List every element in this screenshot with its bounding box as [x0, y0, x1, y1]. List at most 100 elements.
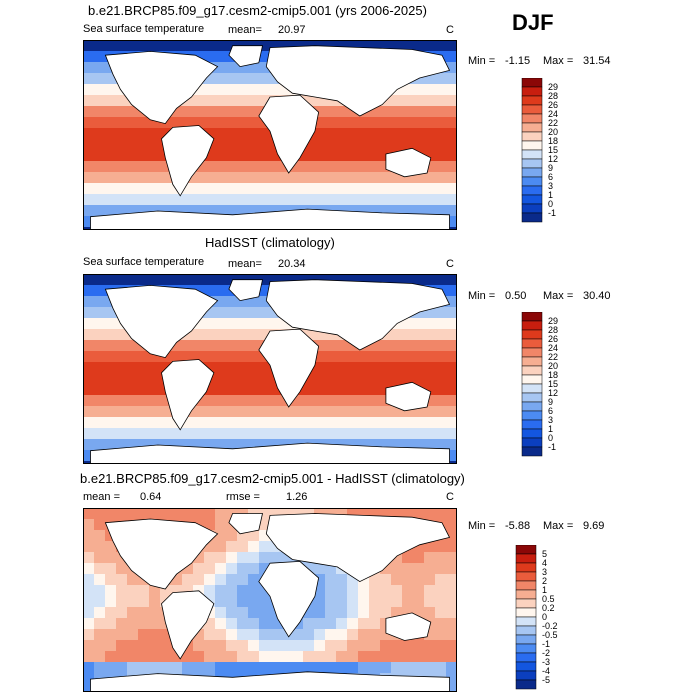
map-cell [336, 395, 348, 407]
map-cell [83, 673, 95, 685]
map-cell [204, 574, 216, 586]
map-cell [369, 340, 381, 352]
map-cell [182, 274, 194, 286]
map-cell [193, 439, 205, 451]
map-cell [182, 651, 194, 663]
map-cell [149, 508, 161, 520]
panel-2-map [83, 274, 457, 464]
map-cell [347, 362, 359, 374]
map-cell [402, 340, 414, 352]
colorbar-box [521, 419, 543, 430]
map-cell [259, 150, 271, 162]
map-cell [182, 439, 194, 451]
map-cell [237, 640, 249, 652]
map-cell [303, 428, 315, 440]
map-cell [226, 417, 238, 429]
map-cell [325, 161, 337, 173]
map-cell [446, 406, 457, 418]
map-cell [226, 139, 238, 151]
colorbar-box [515, 589, 537, 600]
map-cell [127, 274, 139, 286]
map-cell [270, 205, 282, 217]
map-cell [226, 205, 238, 217]
land-greenland [228, 279, 263, 302]
map-cell [94, 362, 106, 374]
map-cell [259, 274, 271, 286]
map-cell [94, 395, 106, 407]
map-cell [259, 596, 271, 608]
map-cell [182, 106, 194, 118]
map-cell [138, 373, 150, 385]
map-cell [259, 172, 271, 184]
map-cell [347, 194, 359, 206]
map-cell [435, 73, 447, 85]
map-cell [94, 384, 106, 396]
map-cell [226, 296, 238, 308]
map-cell [105, 95, 117, 107]
map-cell [182, 183, 194, 195]
map-cell [446, 95, 457, 107]
map-cell [314, 128, 326, 140]
map-cell [325, 596, 337, 608]
colorbar-tick-label: 20 [548, 361, 558, 371]
map-cell [380, 205, 392, 217]
map-cell [127, 194, 139, 206]
map-cell [248, 307, 260, 319]
colorbar-tick-label: 0.2 [542, 603, 555, 613]
map-cell [369, 417, 381, 429]
map-cell [226, 373, 238, 385]
map-cell [413, 373, 425, 385]
land-australia [385, 612, 432, 641]
map-cell [402, 552, 414, 564]
map-cell [116, 139, 128, 151]
colorbar-box [521, 194, 543, 205]
land-north-america [104, 518, 219, 590]
map-cell [248, 183, 260, 195]
map-cell [226, 428, 238, 440]
map-cell [160, 194, 172, 206]
map-cell [325, 172, 337, 184]
map-cell [270, 194, 282, 206]
map-cell [369, 362, 381, 374]
panel-3-rmse-label: rmse = [226, 491, 260, 503]
map-cell [94, 574, 106, 586]
map-cell [215, 274, 227, 286]
map-cell [303, 183, 315, 195]
map-cell [105, 541, 117, 553]
map-cell [193, 651, 205, 663]
map-cell [391, 128, 403, 140]
map-cell [446, 84, 457, 96]
map-cell [424, 552, 436, 564]
map-cell [237, 596, 249, 608]
map-cell [424, 194, 436, 206]
map-cell [358, 508, 370, 520]
map-cell [347, 651, 359, 663]
map-cell [105, 84, 117, 96]
map-cell [358, 150, 370, 162]
map-cell [204, 84, 216, 96]
map-cell [105, 128, 117, 140]
map-cell [83, 585, 95, 597]
map-cell [160, 183, 172, 195]
map-cell [248, 296, 260, 308]
map-cell [215, 194, 227, 206]
map-cell [215, 106, 227, 118]
map-cell [402, 362, 414, 374]
colorbar-tick-label: -1 [542, 639, 550, 649]
map-cell [259, 428, 271, 440]
map-cell [347, 139, 359, 151]
map-cell [446, 651, 457, 663]
colorbar-box [521, 104, 543, 115]
map-cell [358, 395, 370, 407]
map-cell [127, 618, 139, 630]
map-cell [391, 340, 403, 352]
map-cell [380, 139, 392, 151]
map-cell [226, 607, 238, 619]
map-cell [303, 395, 315, 407]
land-north-america [104, 284, 219, 359]
map-cell [391, 417, 403, 429]
map-cell [138, 428, 150, 440]
map-cell [215, 618, 227, 630]
